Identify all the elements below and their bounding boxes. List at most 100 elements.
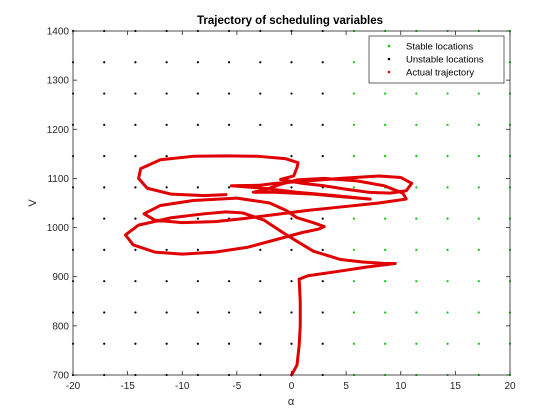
unstable-location-point <box>103 342 106 345</box>
x-tick-label: 15 <box>450 381 462 392</box>
unstable-location-point <box>196 280 199 283</box>
unstable-location-point <box>134 154 137 158</box>
unstable-location-point <box>259 280 262 283</box>
stable-location-point <box>352 61 356 64</box>
unstable-location-point <box>259 92 262 95</box>
unstable-location-point <box>290 311 293 314</box>
stable-location-point <box>384 123 387 126</box>
unstable-location-point <box>134 311 137 314</box>
trajectory-line <box>123 154 414 377</box>
x-tick-label: 0 <box>289 381 295 392</box>
unstable-location-point <box>321 342 324 345</box>
stable-location-point <box>477 123 480 126</box>
unstable-location-point <box>290 280 293 283</box>
unstable-location-point <box>321 154 324 158</box>
unstable-location-point <box>165 186 168 189</box>
legend-marker-unstable <box>387 57 391 61</box>
stable-location-point <box>415 342 418 345</box>
unstable-location-point <box>321 123 324 126</box>
axis-ticks-layer: -20 -15 -10 -5 0 5 10 15 20 700 800 900 1000 1100 1200… <box>47 27 516 393</box>
stable-location-point <box>446 342 449 345</box>
unstable-location-point <box>134 280 137 283</box>
unstable-location-point <box>321 311 324 314</box>
stable-location-point <box>477 342 480 345</box>
stable-location-point <box>352 92 356 95</box>
unstable-location-point <box>134 92 137 95</box>
unstable-location-point <box>165 280 168 283</box>
x-tick-label: -20 <box>66 381 81 392</box>
x-tick-label: 10 <box>395 381 407 392</box>
stable-location-point <box>477 154 480 158</box>
stable-location-point <box>477 217 480 220</box>
stable-location-point <box>352 311 356 314</box>
unstable-location-point <box>165 311 168 314</box>
plot-area <box>73 31 510 375</box>
stable-location-point <box>446 248 449 252</box>
unstable-location-point <box>134 342 137 345</box>
unstable-location-point <box>259 311 262 314</box>
stable-location-point <box>477 311 480 314</box>
stable-location-point <box>415 154 418 158</box>
unstable-location-point <box>165 92 168 95</box>
unstable-location-point <box>259 123 262 126</box>
y-tick-label: 800 <box>52 321 69 332</box>
trajectory-layer <box>123 154 414 377</box>
stable-location-point <box>384 311 387 314</box>
stable-location-point <box>352 280 356 283</box>
unstable-location-point <box>165 154 168 158</box>
stable-location-point <box>446 280 449 283</box>
unstable-location-point <box>290 123 293 126</box>
unstable-location-point <box>134 186 137 189</box>
stable-location-point <box>415 123 418 126</box>
unstable-location-point <box>196 92 199 95</box>
unstable-location-point <box>103 61 106 64</box>
unstable-location-point <box>321 61 324 64</box>
stable-location-point <box>446 217 449 220</box>
unstable-location-point <box>196 217 199 220</box>
unstable-location-point <box>134 61 137 64</box>
unstable-location-point <box>103 311 106 314</box>
stable-location-point <box>446 186 449 189</box>
chart-title: Trajectory of scheduling variables <box>197 15 383 27</box>
unstable-location-point <box>227 311 231 314</box>
unstable-location-point <box>227 342 231 345</box>
unstable-location-point <box>103 248 106 252</box>
legend-label-unstable: Unstable locations <box>406 55 484 66</box>
unstable-location-point <box>290 154 293 158</box>
x-tick-label: -5 <box>232 381 241 392</box>
stable-location-point <box>384 280 387 283</box>
unstable-location-point <box>321 280 324 283</box>
legend-marker-stable <box>387 44 391 48</box>
stable-location-point <box>352 217 356 220</box>
unstable-location-point <box>321 248 324 252</box>
unstable-location-point <box>196 61 199 64</box>
unstable-location-point <box>227 92 231 95</box>
stable-location-point <box>446 123 449 126</box>
stable-location-point <box>352 186 356 189</box>
unstable-location-point <box>103 280 106 283</box>
y-tick-label: 1100 <box>47 174 69 185</box>
unstable-location-point <box>227 186 231 189</box>
legend-label-trajectory: Actual trajectory <box>406 68 474 79</box>
unstable-location-point <box>165 61 168 64</box>
unstable-location-point <box>165 123 168 126</box>
stable-location-point <box>384 154 387 158</box>
unstable-location-point <box>165 248 168 252</box>
x-tick-label: -15 <box>120 381 135 392</box>
unstable-location-point <box>103 123 106 126</box>
legend-label-stable: Stable locations <box>406 42 473 53</box>
legend-marker-trajectory <box>387 70 391 74</box>
unstable-location-point <box>259 248 262 252</box>
unstable-location-point <box>321 217 324 220</box>
y-tick-label: 1300 <box>47 76 70 87</box>
legend: Stable locations Unstable locations Actu… <box>368 35 505 84</box>
stable-location-point <box>477 248 480 252</box>
unstable-location-point <box>290 61 293 64</box>
stable-location-point <box>446 92 449 95</box>
unstable-location-point <box>103 92 106 95</box>
unstable-location-point <box>290 186 293 189</box>
stable-location-point <box>477 92 480 95</box>
stable-location-point <box>352 123 356 126</box>
stable-location-point <box>415 311 418 314</box>
stable-location-point <box>415 186 418 189</box>
